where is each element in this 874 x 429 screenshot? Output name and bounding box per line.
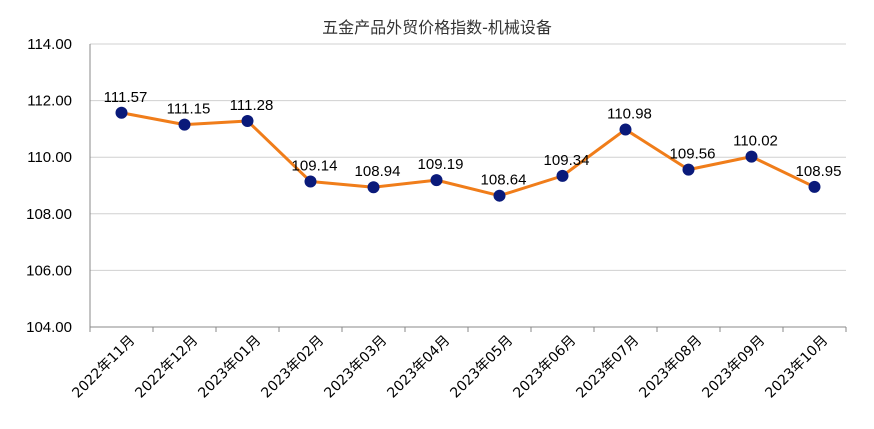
x-tick-label: 2023年09月 [699,333,768,402]
data-label: 110.02 [733,133,778,150]
data-label: 108.94 [355,163,401,180]
data-point [430,174,443,187]
data-label: 110.98 [607,105,652,122]
data-point [682,163,695,176]
x-tick-label: 2023年05月 [447,333,516,402]
data-labels: 111.57 111.15 111.28 109.14 108.94 109.19 108.… [104,89,842,189]
chart-title: 五金产品外贸价格指数-机械设备 [322,18,552,37]
data-label: 111.57 [104,89,148,106]
data-point [241,114,254,127]
x-tick-label: 2023年08月 [636,333,705,402]
data-point [556,169,569,182]
data-point [304,175,317,188]
x-tick-label: 2023年04月 [384,333,453,402]
gridlines [90,43,846,328]
x-tick-label: 2022年12月 [132,333,201,402]
data-point [115,106,128,119]
data-label: 109.19 [418,156,464,173]
data-point [619,123,632,136]
data-point [808,180,821,193]
data-point [493,189,506,202]
x-tick-label: 2023年02月 [258,333,327,402]
y-tick-label: 114.00 [27,36,72,53]
y-tick-label: 108.00 [26,206,72,223]
data-label: 108.95 [796,163,842,180]
x-tick-label: 2022年11月 [69,333,138,402]
data-point [367,181,380,194]
data-label: 109.14 [292,158,338,175]
x-tick-label: 2023年07月 [573,333,642,402]
y-tick-label: 110.00 [27,149,72,166]
series-polyline [121,111,816,198]
data-label: 111.15 [167,101,211,118]
data-label: 108.64 [481,172,527,189]
data-label: 109.34 [544,152,590,169]
data-label: 111.28 [230,97,274,114]
data-label: 109.56 [670,146,716,163]
y-tick-label: 104.00 [26,319,72,336]
x-tick-label: 2023年03月 [321,333,390,402]
x-axis: 2022年11月2022年12月2023年01月2023年02月2023年03月… [69,327,847,402]
y-tick-label: 106.00 [26,262,72,279]
x-tick-label: 2023年06月 [510,333,579,402]
y-tick-label: 112.00 [27,93,72,110]
x-tick-label: 2023年01月 [195,333,264,402]
x-tick-label: 2023年10月 [762,333,831,402]
data-point [745,150,758,163]
series-line [115,106,821,202]
data-point [178,118,191,131]
y-axis: 104.00 106.00 108.00 110.00 112.00 114.00 [26,36,91,336]
